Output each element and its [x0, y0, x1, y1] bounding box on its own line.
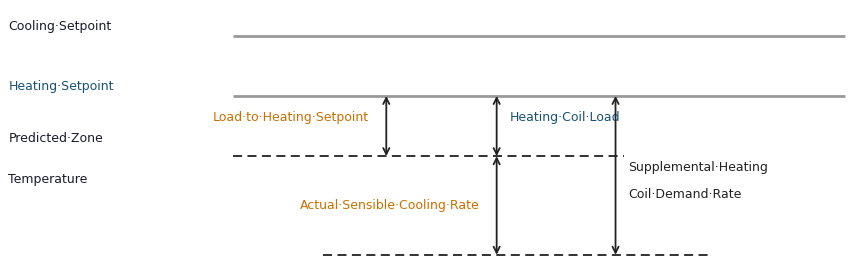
- Text: Actual·Sensible·Cooling·Rate: Actual·Sensible·Cooling·Rate: [300, 199, 480, 212]
- Text: Coil·Demand·Rate: Coil·Demand·Rate: [628, 188, 742, 201]
- Text: Temperature: Temperature: [8, 173, 87, 185]
- Text: Heating·Setpoint: Heating·Setpoint: [8, 80, 114, 93]
- Text: Load·to·Heating·Setpoint: Load·to·Heating·Setpoint: [213, 111, 369, 124]
- Text: Predicted·Zone: Predicted·Zone: [8, 132, 104, 145]
- Text: Cooling·Setpoint: Cooling·Setpoint: [8, 20, 112, 33]
- Text: Supplemental·Heating: Supplemental·Heating: [628, 161, 768, 174]
- Text: Heating·Coil·Load: Heating·Coil·Load: [509, 111, 620, 124]
